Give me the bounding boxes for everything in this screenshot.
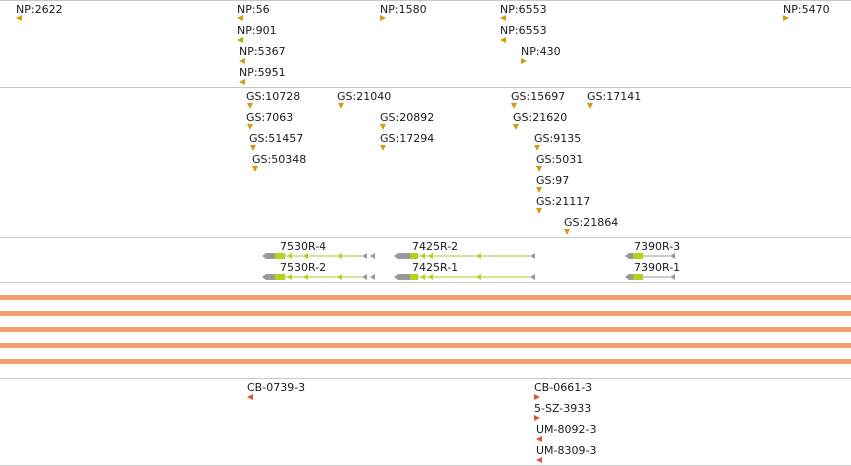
transcript-model[interactable]	[262, 274, 375, 280]
reverse-strand-marker-icon[interactable]	[16, 15, 22, 21]
reverse-strand-marker-icon[interactable]	[237, 37, 243, 43]
feature-marker-icon[interactable]	[380, 145, 386, 151]
gs-feature-label[interactable]: GS:17294	[380, 132, 435, 145]
reagent-label[interactable]: 5-SZ-3933	[534, 402, 592, 415]
transcript-label[interactable]: 7390R-1	[634, 261, 681, 274]
band-bar[interactable]	[0, 359, 851, 364]
forward-strand-marker-icon[interactable]	[534, 394, 540, 400]
np-feature-label[interactable]: NP:5367	[239, 45, 286, 58]
reverse-strand-marker-icon[interactable]	[500, 15, 506, 21]
forward-strand-marker-icon[interactable]	[380, 15, 386, 21]
feature-marker-icon[interactable]	[252, 166, 258, 172]
feature-marker-icon[interactable]	[564, 229, 570, 235]
np-feature-label[interactable]: NP:5951	[239, 66, 286, 79]
band-bar[interactable]	[0, 295, 851, 300]
reverse-strand-marker-icon[interactable]	[536, 436, 542, 442]
np-feature-label[interactable]: NP:1580	[380, 3, 427, 16]
reagent-label[interactable]: UM-8309-3	[536, 444, 597, 457]
transcript-label[interactable]: 7390R-3	[634, 240, 681, 253]
transcript-label[interactable]: 7425R-2	[412, 240, 459, 253]
forward-strand-marker-icon[interactable]	[521, 58, 527, 64]
feature-marker-icon[interactable]	[247, 103, 253, 109]
forward-strand-marker-icon[interactable]	[783, 15, 789, 21]
gs-feature-label[interactable]: GS:5031	[536, 153, 584, 166]
feature-marker-icon[interactable]	[587, 103, 593, 109]
feature-marker-icon[interactable]	[536, 208, 542, 214]
gs-feature-label[interactable]: GS:21620	[513, 111, 568, 124]
gs-feature-label[interactable]: GS:15697	[511, 90, 566, 103]
reagent-label[interactable]: CB-0661-3	[534, 381, 593, 394]
reverse-strand-marker-icon[interactable]	[500, 37, 506, 43]
feature-marker-icon[interactable]	[536, 187, 542, 193]
feature-marker-icon[interactable]	[380, 124, 386, 130]
gs-feature-label[interactable]: GS:10728	[246, 90, 301, 103]
reverse-strand-marker-icon[interactable]	[247, 394, 253, 400]
reagent-label[interactable]: CB-0739-3	[247, 381, 306, 394]
np-feature-label[interactable]: NP:5470	[783, 3, 830, 16]
transcript-label[interactable]: 7530R-2	[280, 261, 327, 274]
transcript-model[interactable]	[262, 253, 375, 259]
np-feature-label[interactable]: NP:430	[521, 45, 561, 58]
reverse-strand-marker-icon[interactable]	[237, 15, 243, 21]
feature-marker-icon[interactable]	[513, 124, 519, 130]
gs-feature-label[interactable]: GS:17141	[587, 90, 642, 103]
feature-marker-icon[interactable]	[536, 166, 542, 172]
track-separator	[0, 237, 851, 238]
transcript-model[interactable]	[625, 274, 675, 280]
np-feature-label[interactable]: NP:901	[237, 24, 277, 37]
gs-feature-label[interactable]: GS:9135	[534, 132, 582, 145]
np-feature-label[interactable]: NP:6553	[500, 24, 547, 37]
transcript-model[interactable]	[394, 274, 535, 280]
reverse-strand-marker-icon[interactable]	[536, 457, 542, 463]
forward-strand-marker-icon[interactable]	[534, 415, 540, 421]
gs-feature-label[interactable]: GS:21864	[564, 216, 619, 229]
track-separator	[0, 282, 851, 283]
feature-marker-icon[interactable]	[534, 145, 540, 151]
gs-feature-label[interactable]: GS:97	[536, 174, 570, 187]
reagent-label[interactable]: UM-8092-3	[536, 423, 597, 436]
feature-marker-icon[interactable]	[250, 145, 256, 151]
feature-marker-icon[interactable]	[338, 103, 344, 109]
track-separator	[0, 378, 851, 379]
band-bar[interactable]	[0, 327, 851, 332]
gs-feature-label[interactable]: GS:21117	[536, 195, 591, 208]
track-separator	[0, 87, 851, 88]
reverse-strand-marker-icon[interactable]	[239, 58, 245, 64]
transcript-label[interactable]: 7425R-1	[412, 261, 459, 274]
transcript-model[interactable]	[625, 253, 675, 259]
transcript-model[interactable]	[394, 253, 535, 259]
gs-feature-label[interactable]: GS:51457	[249, 132, 304, 145]
feature-marker-icon[interactable]	[511, 103, 517, 109]
gs-feature-label[interactable]: GS:50348	[252, 153, 307, 166]
band-bar[interactable]	[0, 343, 851, 348]
np-feature-label[interactable]: NP:6553	[500, 3, 547, 16]
np-feature-label[interactable]: NP:56	[237, 3, 270, 16]
transcript-label[interactable]: 7530R-4	[280, 240, 327, 253]
gs-feature-label[interactable]: GS:7063	[246, 111, 294, 124]
gs-feature-label[interactable]: GS:21040	[337, 90, 392, 103]
reverse-strand-marker-icon[interactable]	[239, 79, 245, 85]
feature-marker-icon[interactable]	[247, 124, 253, 130]
gs-feature-label[interactable]: GS:20892	[380, 111, 435, 124]
band-bar[interactable]	[0, 311, 851, 316]
track-separator	[0, 0, 851, 1]
np-feature-label[interactable]: NP:2622	[16, 3, 63, 16]
